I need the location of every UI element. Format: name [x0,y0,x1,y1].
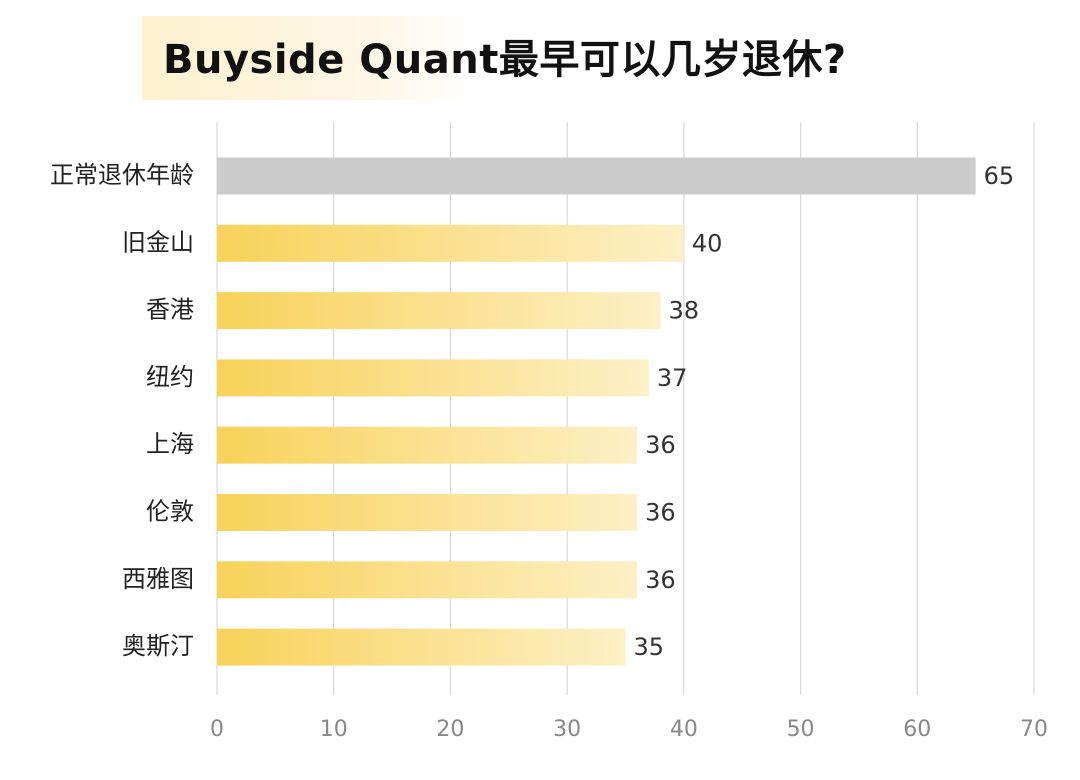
bar [217,359,649,397]
bar [217,224,684,262]
x-tick-label: 40 [670,717,698,742]
data-label: 65 [984,162,1015,190]
bar [217,426,638,464]
grid-layer [216,122,1035,695]
data-label: 37 [657,364,688,392]
data-label: 35 [634,633,665,661]
data-label: 36 [645,499,676,527]
bar [217,292,661,330]
category-label: 正常退休年龄 [50,161,194,189]
x-tick-label: 20 [436,717,464,742]
data-label: 38 [669,297,700,325]
x-tick-label: 60 [903,717,931,742]
bar [217,628,626,666]
data-label: 40 [692,229,723,257]
x-tick-label: 70 [1020,717,1048,742]
bar [217,561,638,599]
category-label: 西雅图 [122,565,194,593]
data-label: 36 [645,431,676,459]
bar [217,494,638,531]
bar-layer [217,157,976,666]
x-tick-label: 30 [553,717,581,742]
x-tick-label: 0 [210,717,224,742]
x-tick-label: 50 [787,717,815,742]
category-label: 香港 [146,296,194,324]
category-label: 奥斯汀 [122,632,194,660]
category-label: 纽约 [146,363,194,391]
category-label: 旧金山 [122,228,194,256]
chart-title: Buyside Quant最早可以几岁退休? [163,37,847,83]
label-layer: 0 10 20 30 40 50 60 70 正常退休年龄 65 旧金山 40 香港 38 纽约 37 上海 36… [50,161,1048,742]
data-label: 36 [645,566,676,594]
x-tick-label: 10 [320,717,348,742]
category-label: 伦敦 [146,498,194,526]
category-label: 上海 [146,430,194,458]
title-highlight [142,16,472,100]
bar [217,157,976,195]
